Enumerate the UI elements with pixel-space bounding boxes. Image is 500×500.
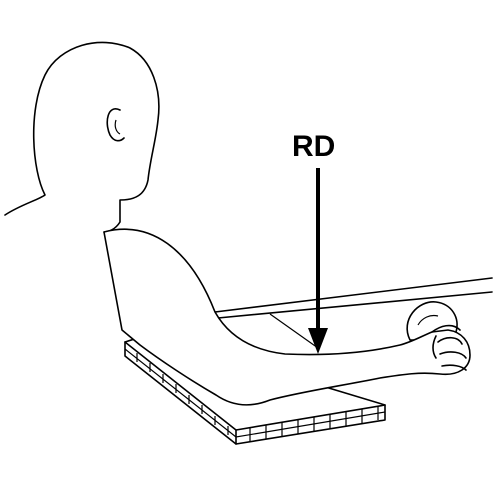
head xyxy=(4,41,160,233)
table xyxy=(214,277,493,349)
rd-arrow xyxy=(308,168,328,354)
arrow-head-icon xyxy=(308,328,328,354)
rd-label: RD xyxy=(292,130,335,163)
arm xyxy=(103,228,471,406)
